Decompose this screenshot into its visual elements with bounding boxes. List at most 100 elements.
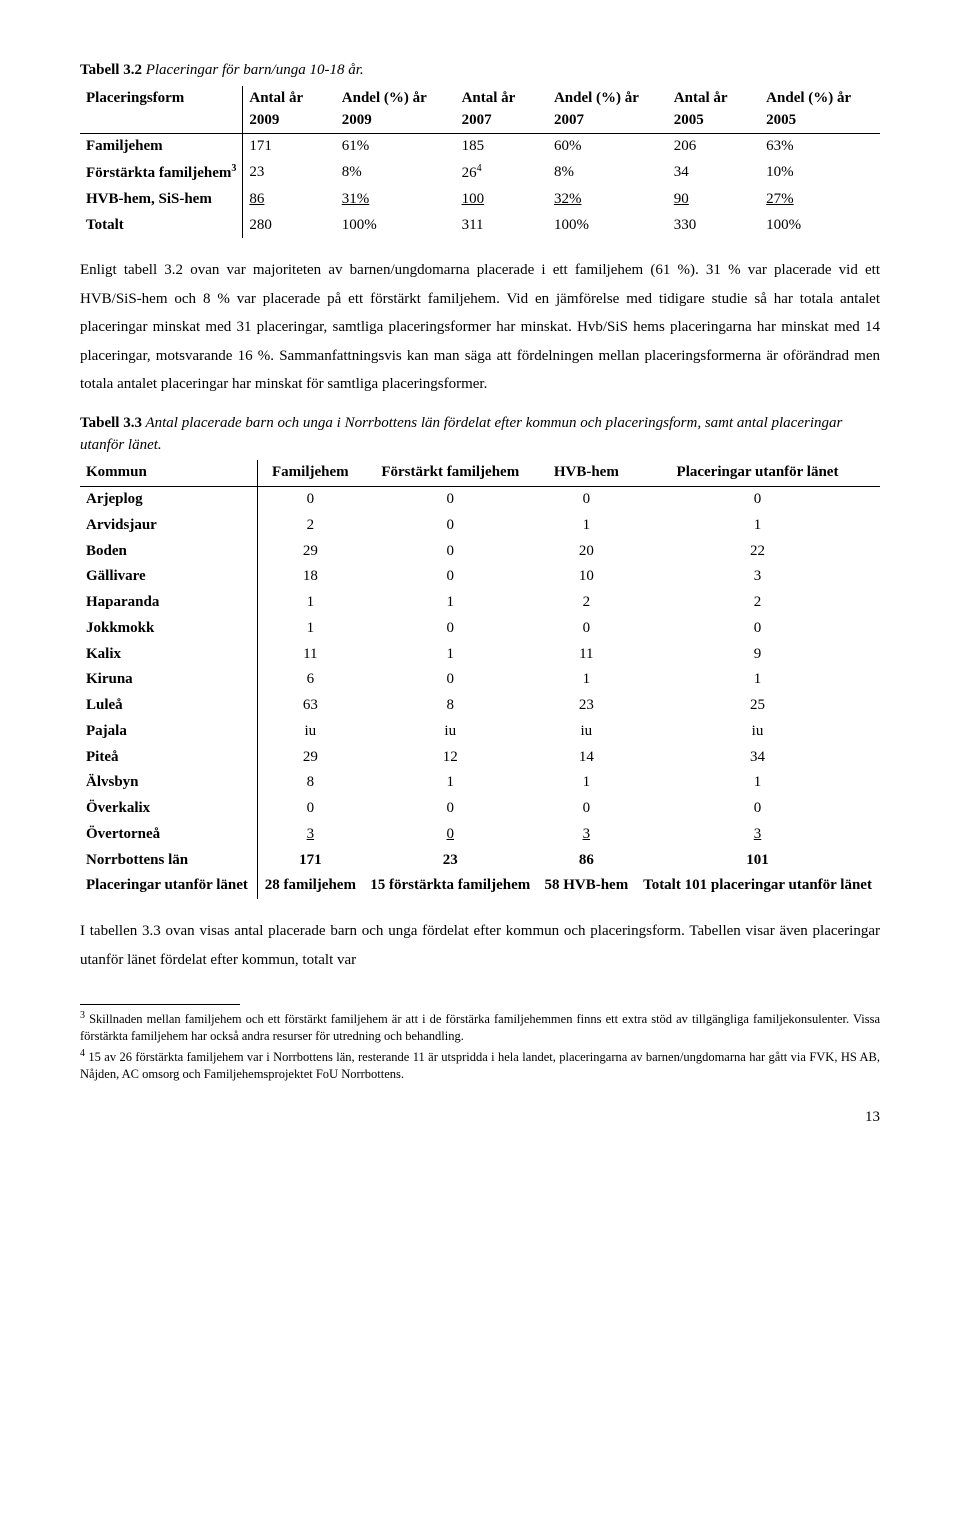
table33-cell: 8: [363, 693, 538, 719]
table33-cell: 0: [363, 796, 538, 822]
table33-total-cell: 86: [538, 848, 635, 874]
table33-cell: 1: [635, 770, 880, 796]
table32-cell: 27%: [760, 187, 880, 213]
table33-total-cell: 101: [635, 848, 880, 874]
table33-cell: 2: [538, 590, 635, 616]
table33-cell: iu: [363, 719, 538, 745]
table33-cell: 29: [257, 745, 362, 771]
table33-row-label: Luleå: [80, 693, 257, 719]
table32-row-label: Familjehem: [80, 134, 243, 160]
table32-title-bold: Tabell 3.2: [80, 62, 142, 78]
table32-cell: 100%: [336, 213, 456, 239]
table33-title-italic: Antal placerade barn och unga i Norrbott…: [80, 415, 842, 453]
table33-cell: 1: [538, 770, 635, 796]
table32-cell: 311: [456, 213, 548, 239]
footnote-4: 4 15 av 26 förstärkta familjehem var i N…: [80, 1047, 880, 1083]
table33-cell: 2: [257, 513, 362, 539]
table33-cell: 63: [257, 693, 362, 719]
table33-cell: 0: [363, 539, 538, 565]
paragraph-2: I tabellen 3.3 ovan visas antal placerad…: [80, 917, 880, 974]
table33-row-label: Kiruna: [80, 667, 257, 693]
table33-cell: 25: [635, 693, 880, 719]
table33-cell: 11: [257, 642, 362, 668]
footnote-4-marker: 4: [80, 1048, 85, 1059]
table33-cell: 3: [538, 822, 635, 848]
table32-cell: 8%: [336, 160, 456, 187]
table33-row-label: Gällivare: [80, 564, 257, 590]
table33-cell: 20: [538, 539, 635, 565]
table32-row-label: Förstärkta familjehem3: [80, 160, 243, 187]
table32-cell: 63%: [760, 134, 880, 160]
table33-cell: 12: [363, 745, 538, 771]
table32-cell: 171: [243, 134, 336, 160]
table33-cell: 1: [363, 770, 538, 796]
table32-cell: 100: [456, 187, 548, 213]
footnote-3: 3 Skillnaden mellan familjehem och ett f…: [80, 1009, 880, 1045]
table33-cell: 0: [538, 796, 635, 822]
table33-cell: 34: [635, 745, 880, 771]
table32-header: Antal år 2007: [456, 86, 548, 134]
table32-cell: 264: [456, 160, 548, 187]
table32-cell: 100%: [760, 213, 880, 239]
table33-cell: 3: [257, 822, 362, 848]
table33-cell: 1: [635, 513, 880, 539]
table33-cell: 0: [363, 616, 538, 642]
table33-footer-cell: 58 HVB-hem: [538, 873, 635, 899]
table33-cell: 0: [538, 487, 635, 513]
table33-cell: 1: [363, 590, 538, 616]
table33-row-label: Kalix: [80, 642, 257, 668]
table33-cell: 0: [363, 822, 538, 848]
table33-cell: 29: [257, 539, 362, 565]
table33-cell: 0: [363, 564, 538, 590]
table32-cell: 10%: [760, 160, 880, 187]
table33-footer-label: Placeringar utanför länet: [80, 873, 257, 899]
table33-footer-cell: 28 familjehem: [257, 873, 362, 899]
table32-cell: 206: [668, 134, 760, 160]
table33-footer-cell: 15 förstärkta familjehem: [363, 873, 538, 899]
table32-header: Antal år 2009: [243, 86, 336, 134]
table32-cell: 280: [243, 213, 336, 239]
table33-header: Förstärkt familjehem: [363, 460, 538, 486]
table32-cell: 185: [456, 134, 548, 160]
table32-cell: 8%: [548, 160, 668, 187]
table32-header: Andel (%) år 2009: [336, 86, 456, 134]
table33-cell: 9: [635, 642, 880, 668]
table33-cell: 3: [635, 822, 880, 848]
footnote-3-text: Skillnaden mellan familjehem och ett för…: [80, 1012, 880, 1043]
table33-cell: 0: [363, 513, 538, 539]
table33-cell: 2: [635, 590, 880, 616]
table32-title-italic: Placeringar för barn/unga 10-18 år.: [142, 62, 364, 78]
table33-row-label: Piteå: [80, 745, 257, 771]
table33-cell: 0: [635, 487, 880, 513]
table33-cell: 0: [635, 616, 880, 642]
table33-cell: 14: [538, 745, 635, 771]
footnote-4-text: 15 av 26 förstärkta familjehem var i Nor…: [80, 1050, 880, 1081]
table33-cell: 11: [538, 642, 635, 668]
table33-cell: 1: [538, 667, 635, 693]
table33-cell: iu: [257, 719, 362, 745]
table33: KommunFamiljehemFörstärkt familjehemHVB-…: [80, 460, 880, 899]
table32-header: Andel (%) år 2005: [760, 86, 880, 134]
table33-cell: 1: [635, 667, 880, 693]
page-number: 13: [80, 1107, 880, 1129]
table33-cell: 1: [363, 642, 538, 668]
table32-cell: 90: [668, 187, 760, 213]
table33-cell: 23: [538, 693, 635, 719]
table33-cell: 0: [538, 616, 635, 642]
table33-total-label: Norrbottens län: [80, 848, 257, 874]
table33-total-cell: 23: [363, 848, 538, 874]
table32-cell: 86: [243, 187, 336, 213]
table32-cell: 31%: [336, 187, 456, 213]
table33-cell: 18: [257, 564, 362, 590]
table33-cell: 6: [257, 667, 362, 693]
table33-header: Familjehem: [257, 460, 362, 486]
paragraph-1: Enligt tabell 3.2 ovan var majoriteten a…: [80, 256, 880, 399]
table33-cell: 3: [635, 564, 880, 590]
table32-cell: 330: [668, 213, 760, 239]
table33-cell: iu: [635, 719, 880, 745]
table33-row-label: Älvsbyn: [80, 770, 257, 796]
footnote-3-marker: 3: [80, 1010, 85, 1021]
table33-header: Placeringar utanför länet: [635, 460, 880, 486]
table32-cell: 61%: [336, 134, 456, 160]
table32-cell: 32%: [548, 187, 668, 213]
